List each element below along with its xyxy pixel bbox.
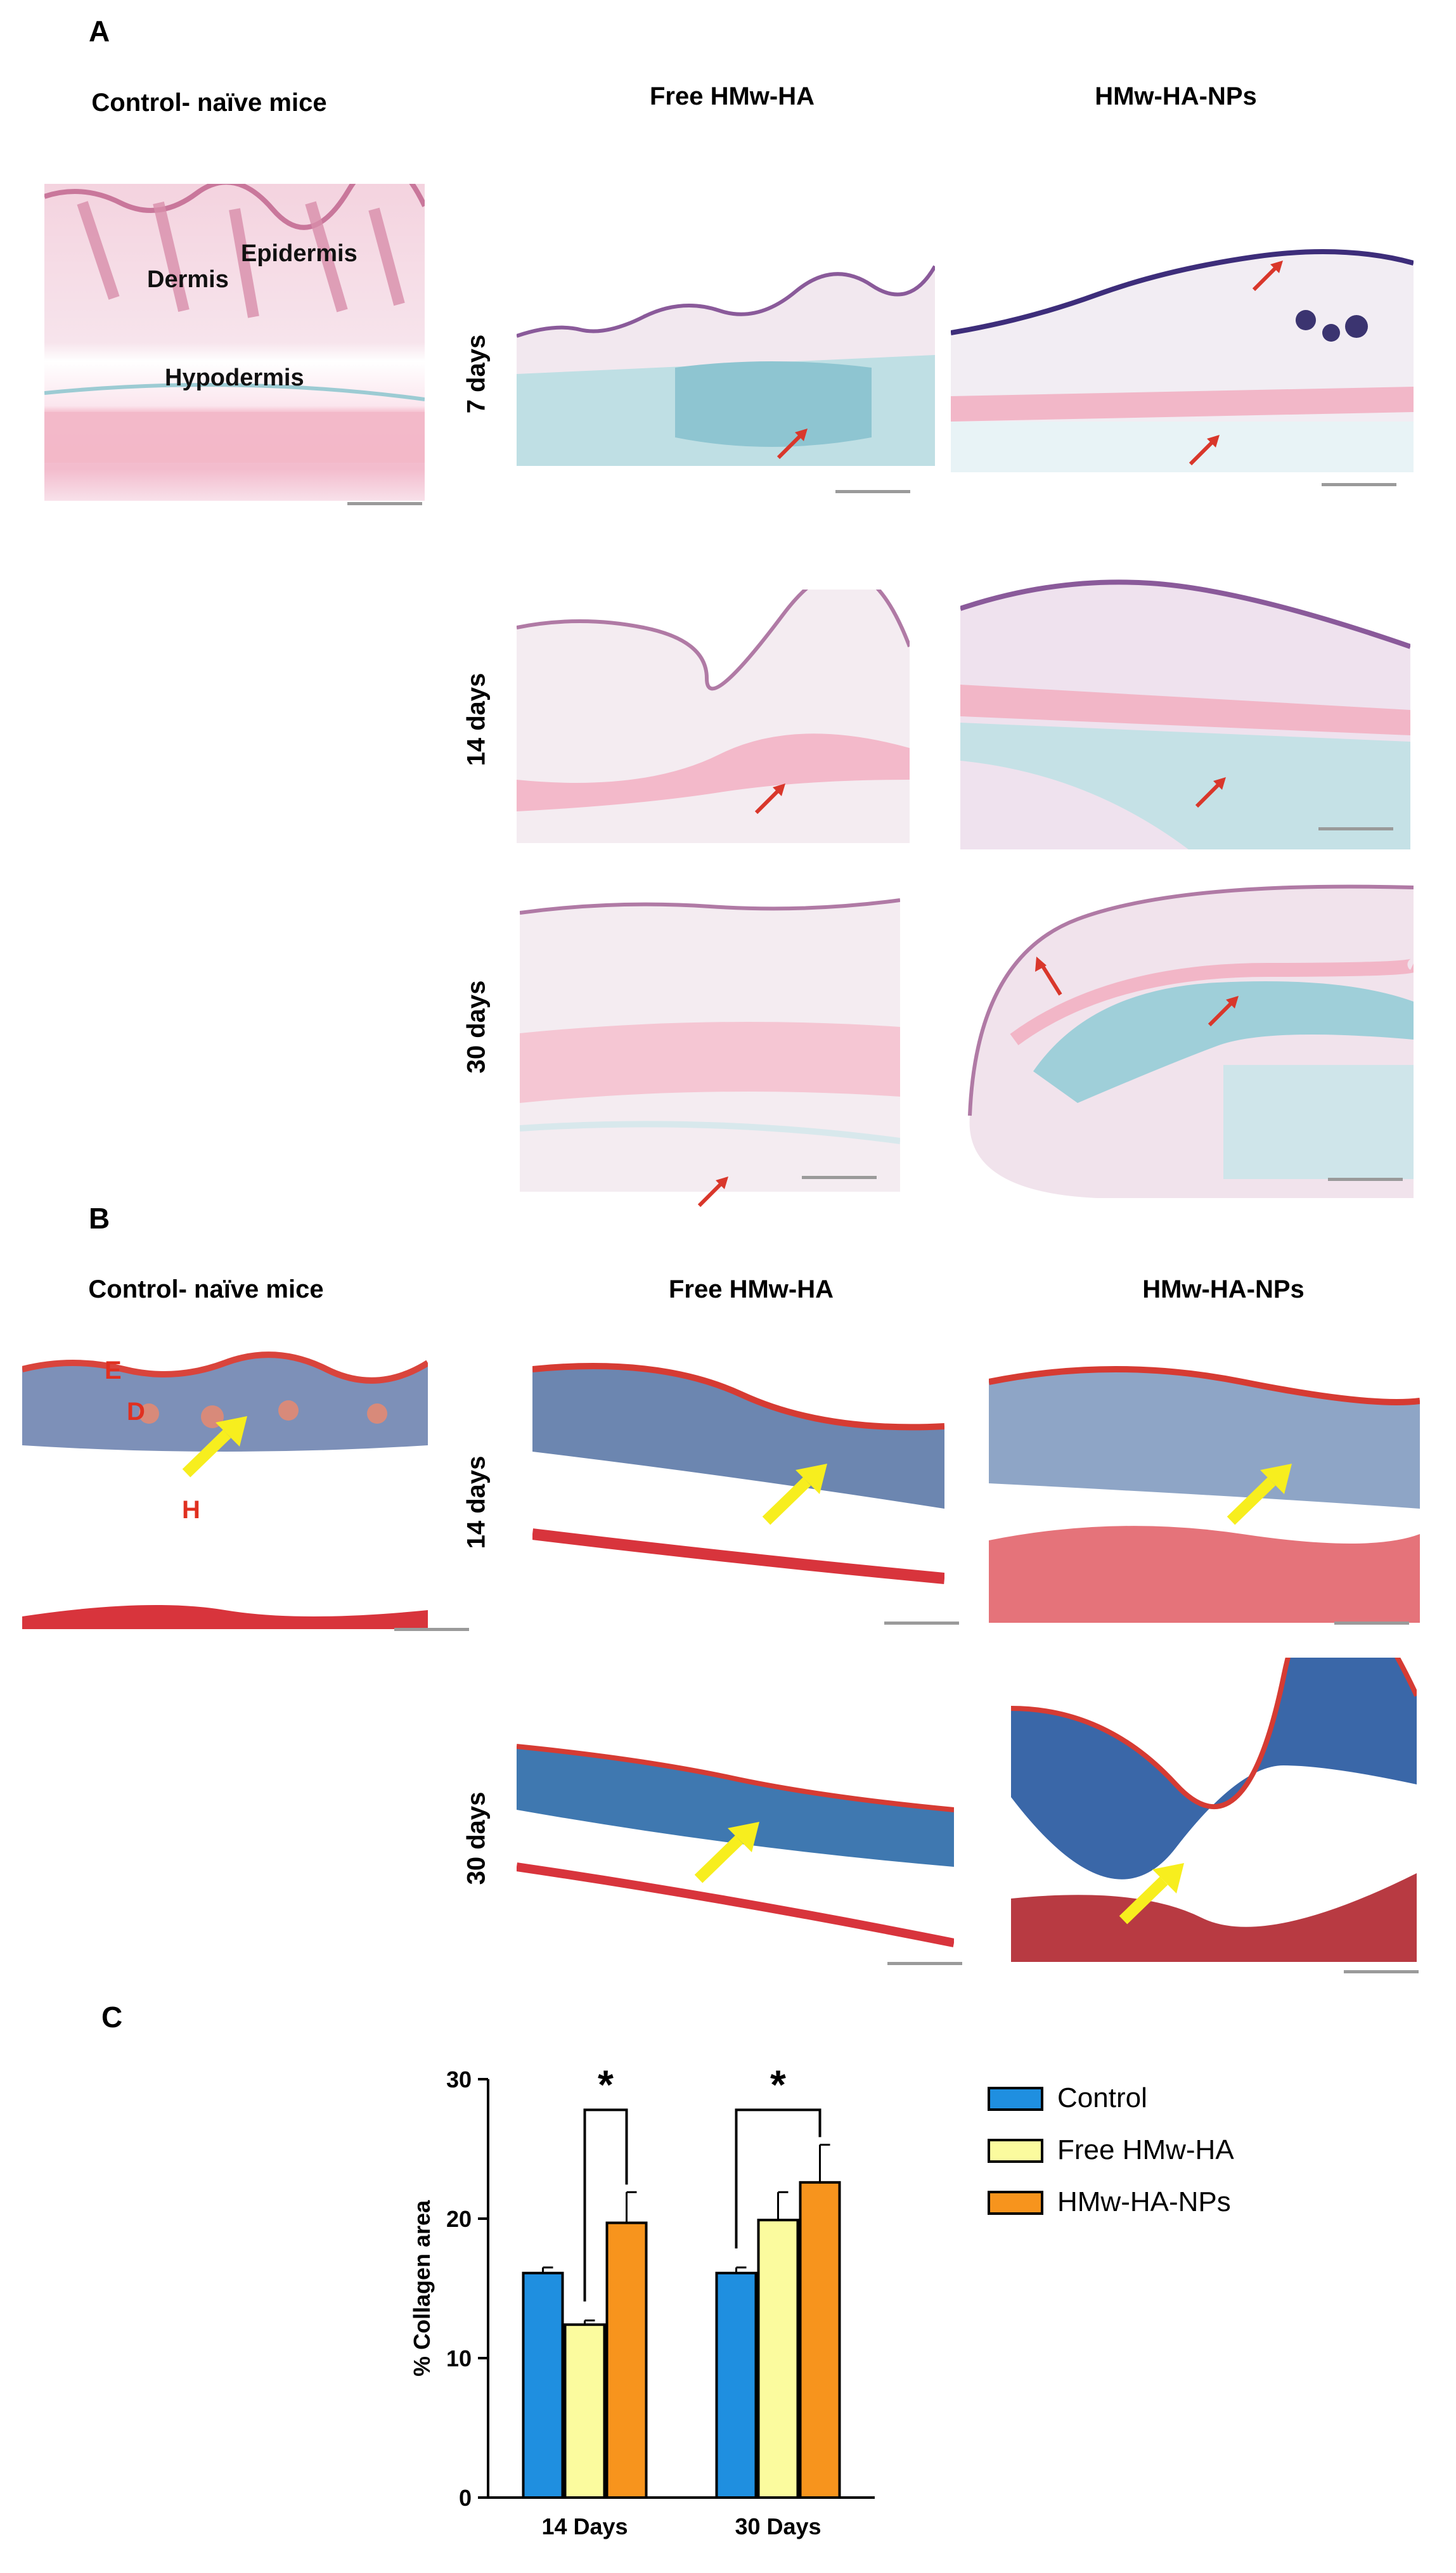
significance-star: * [598, 2061, 614, 2107]
scale-bar [835, 490, 910, 493]
y-tick-label: 0 [459, 2485, 472, 2511]
significance-star: * [770, 2061, 786, 2107]
label-d: D [127, 1398, 145, 1426]
bar [799, 2181, 841, 2499]
arrow-red [1189, 435, 1220, 466]
bar [605, 2221, 648, 2499]
arrow-red [1252, 261, 1283, 292]
micrograph-a-free-14d [517, 590, 910, 843]
bar [715, 2271, 757, 2499]
arrow-red [754, 784, 785, 815]
label-epidermis: Epidermis [241, 240, 358, 267]
panel-a-row-30-days: 30 days [462, 980, 491, 1074]
micrograph-b-nps-14d [989, 1344, 1420, 1623]
arrow-red [776, 429, 808, 460]
arrow-yellow [1227, 1464, 1292, 1525]
x-tick-label: 14 Days [541, 2513, 628, 2539]
legend-label: Free HMw-HA [1057, 2134, 1234, 2165]
micrograph-a-nps-30d [951, 862, 1414, 1198]
arrow-red [697, 1177, 728, 1208]
significance-bracket [583, 2108, 628, 2302]
micrograph-b-control [22, 1344, 428, 1629]
arrow-red [1035, 957, 1062, 996]
chart-bars: 14 Days 30 Days [522, 2143, 841, 2539]
chart-legend: Control Free HMw-HA HMw-HA-NPs [988, 2082, 1234, 2217]
legend-swatch [988, 2087, 1043, 2111]
micrograph-a-control [44, 184, 425, 501]
arrow-red [1195, 777, 1226, 808]
micrograph-b-nps-30d [1011, 1658, 1417, 1962]
legend-label: Control [1057, 2082, 1147, 2113]
panel-c-letter: C [101, 2001, 123, 2034]
y-tick-label: 10 [446, 2345, 472, 2371]
panel-b-row-30-days: 30 days [462, 1791, 491, 1885]
tissue-labels-b: E D H [105, 1357, 200, 1524]
tissue-labels-a: Epidermis Dermis Hypodermis [147, 240, 358, 391]
panel-b-column-free: Free HMw-HA [668, 1275, 834, 1303]
scale-bar [1318, 827, 1393, 830]
scale-bar [1322, 483, 1396, 486]
panel-b-row-14-days: 14 days [462, 1455, 491, 1549]
arrow-red [1208, 996, 1239, 1027]
scale-bar [802, 1176, 877, 1179]
legend-swatch [988, 2191, 1043, 2215]
legend-swatch [988, 2139, 1043, 2163]
arrow-yellow [182, 1416, 247, 1478]
scale-bar [887, 1962, 962, 1965]
panel-a-row-7-days: 7 days [462, 334, 491, 414]
scale-bar [884, 1622, 959, 1625]
scale-bar [1334, 1622, 1409, 1625]
arrow-yellow [694, 1822, 759, 1883]
panel-a-letter: A [89, 15, 110, 48]
arrow-yellow [1119, 1863, 1184, 1925]
panel-a-column-free: Free HMw-HA [649, 82, 815, 110]
panel-a-column-nps: HMw-HA-NPs [1095, 82, 1257, 110]
panel-b-column-nps: HMw-HA-NPs [1142, 1275, 1305, 1303]
micrograph-a-free-30d [520, 875, 900, 1192]
y-tick-label: 20 [446, 2206, 472, 2232]
micrograph-b-free-14d [532, 1344, 944, 1623]
bar [564, 2323, 606, 2499]
significance-brackets: * * [583, 2061, 821, 2302]
panel-b-letter: B [89, 1202, 110, 1235]
scale-bar [1344, 1970, 1419, 1973]
legend-label: HMw-HA-NPs [1057, 2186, 1231, 2217]
label-hypodermis: Hypodermis [165, 364, 304, 391]
panel-a-row-14-days: 14 days [462, 673, 491, 766]
micrograph-a-free-7d [517, 247, 935, 466]
label-dermis: Dermis [147, 266, 229, 293]
scale-bar [347, 502, 422, 505]
bar [522, 2271, 564, 2499]
label-h: H [182, 1496, 200, 1524]
micrograph-a-nps-14d [960, 551, 1410, 849]
arrow-yellow [762, 1464, 827, 1525]
scale-bar [1328, 1178, 1403, 1181]
bar [757, 2219, 799, 2499]
micrograph-a-nps-7d [951, 244, 1414, 472]
panel-a-column-control: Control- naïve mice [91, 89, 327, 117]
x-tick-label: 30 Days [735, 2513, 821, 2539]
label-e: E [105, 1357, 122, 1384]
scale-bar [394, 1628, 469, 1631]
y-tick-label: 30 [446, 2067, 472, 2093]
significance-bracket [735, 2108, 821, 2248]
y-axis-label: % Collagen area [409, 2200, 435, 2376]
panel-b-column-control: Control- naïve mice [88, 1275, 324, 1303]
